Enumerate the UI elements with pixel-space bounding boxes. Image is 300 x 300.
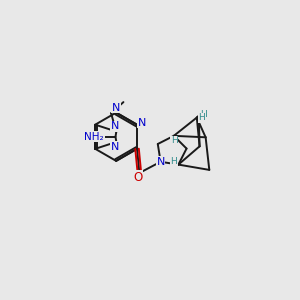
Text: H: H	[200, 110, 207, 119]
Text: H: H	[171, 136, 178, 145]
Text: NH₂: NH₂	[85, 132, 104, 142]
Text: H: H	[198, 113, 205, 122]
Text: H: H	[170, 157, 177, 166]
Text: N: N	[138, 118, 146, 128]
Text: N: N	[156, 157, 165, 167]
Text: N: N	[112, 103, 120, 112]
Text: N: N	[111, 121, 119, 131]
Text: N: N	[111, 142, 119, 152]
Text: O: O	[133, 171, 142, 184]
